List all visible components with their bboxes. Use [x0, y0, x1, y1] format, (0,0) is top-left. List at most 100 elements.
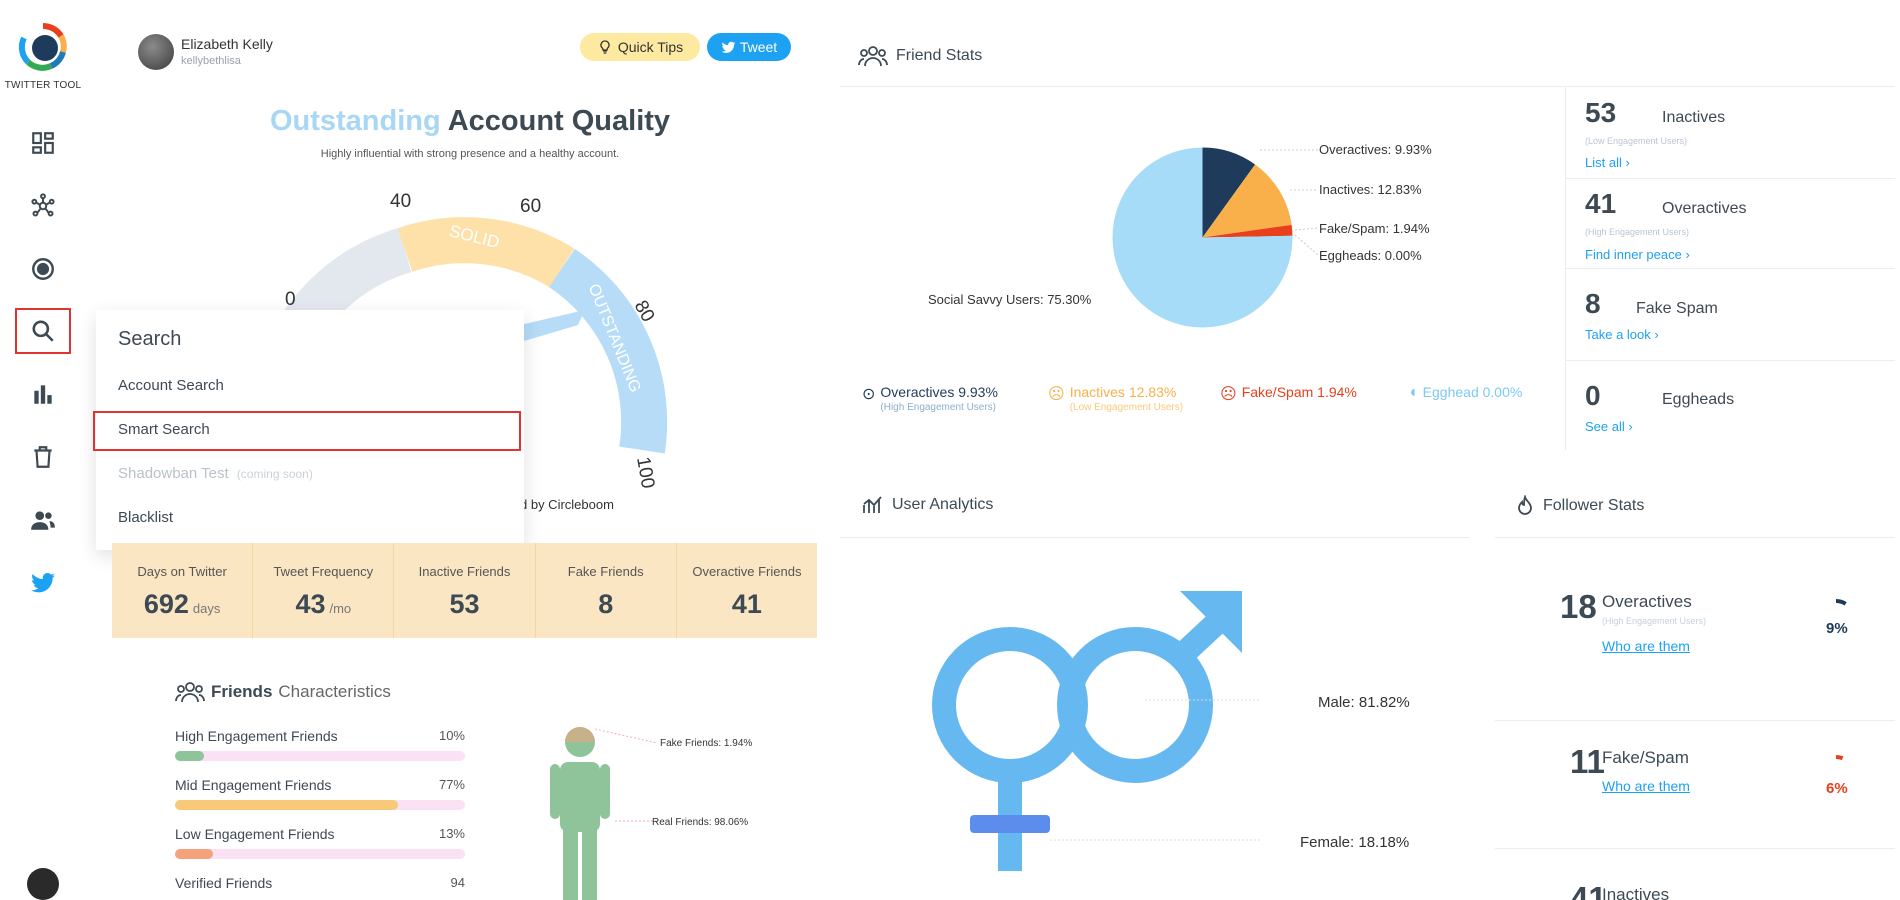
nav-analytics[interactable]: [25, 376, 61, 412]
network-icon: [31, 193, 55, 217]
search-menu-title: Search: [118, 328, 182, 350]
quick-tips-button[interactable]: Quick Tips: [580, 33, 700, 61]
stat-label: Days on Twitter: [137, 564, 227, 579]
person-leader-lines: [595, 728, 658, 822]
lightbulb-icon: ⊙: [862, 386, 876, 403]
user-avatar[interactable]: [138, 34, 174, 70]
stat-label: Fake Friends: [567, 564, 644, 579]
stat-label: Tweet Frequency: [273, 564, 374, 579]
bar-pct: 94: [450, 875, 465, 890]
stat-value: 692 days: [143, 589, 221, 619]
bar-pct: 13%: [438, 826, 465, 841]
gauge-tick-100: 100: [632, 455, 658, 490]
nav-target[interactable]: [25, 251, 61, 287]
quality-title-rest: Account Quality: [447, 105, 671, 137]
gauge-tick-0: 0: [285, 289, 296, 310]
pie-slice-inactives: [1202, 164, 1292, 238]
bar-fill: [175, 849, 213, 859]
quality-subtitle: Highly influential with strong presence …: [320, 148, 620, 160]
gender-chart: [932, 591, 1260, 871]
search-dropdown: Search Account Search Smart Search Shado…: [96, 310, 524, 550]
twitter-bird-icon: [31, 573, 55, 593]
fs-card-num: 53: [1585, 97, 1617, 128]
pie-label-social: Social Savvy Users: 75.30%: [928, 292, 1092, 307]
female-label: Female: 18.18%: [1300, 834, 1410, 851]
menu-smart-search[interactable]: Smart Search: [118, 421, 210, 438]
fs-card-label: Eggheads: [1662, 391, 1735, 408]
nav-network[interactable]: [25, 188, 61, 224]
fo-card-pct: 6%: [1826, 780, 1848, 797]
fo-card-num: 18: [1560, 588, 1597, 625]
user-handle: kellybethlisa: [181, 55, 241, 67]
nav-twitter[interactable]: [25, 565, 61, 601]
menu-blacklist[interactable]: Blacklist: [118, 509, 174, 526]
divider: [1565, 268, 1895, 269]
legend-inactives[interactable]: ☹ Inactives 12.83% (Low Engagement Users): [1048, 384, 1184, 413]
fo-ring-arc: [1816, 599, 1856, 639]
divider: [1565, 178, 1895, 179]
nav-search[interactable]: [25, 313, 61, 349]
quality-title: Outstanding Account Quality: [200, 105, 740, 138]
stat-label: Inactive Friends: [418, 564, 511, 579]
bar-chart-icon: [34, 385, 52, 404]
flame-icon: [1518, 495, 1532, 515]
nav-users[interactable]: [25, 502, 61, 538]
legend-overactives[interactable]: ⊙ Overactives 9.93% (High Engagement User…: [862, 384, 998, 413]
user-analytics-title: User Analytics: [862, 495, 993, 515]
friend-stats-title: Friend Stats: [858, 44, 982, 68]
analytics-icon: [863, 496, 882, 513]
menu-account-search[interactable]: Account Search: [118, 377, 224, 394]
gauge-credit: d by Circleboom: [520, 497, 614, 512]
gauge-tick-40: 40: [390, 191, 411, 212]
friends-characteristics-title: Friends Characteristics: [175, 680, 391, 704]
fo-card-label: Inactives: [1602, 885, 1670, 900]
fo-card-link[interactable]: Who are them: [1602, 778, 1690, 794]
legend-egghead[interactable]: ◖ Egghead 0.00%: [1408, 384, 1523, 401]
fo-card-num: 11: [1570, 743, 1605, 780]
twitter-bird-icon: [721, 41, 736, 53]
pie-slice-social-savvy-users: [1112, 147, 1293, 328]
fs-card-link-list-all[interactable]: List all ›: [1585, 155, 1630, 170]
gauge-band-outstanding: [548, 248, 668, 454]
stat-tweet-frequency: Tweet Frequency 43/mo: [253, 543, 395, 638]
fo-card-label: Fake/Spam: [1602, 748, 1689, 767]
target-icon: [32, 258, 54, 280]
divider: [840, 537, 1470, 538]
nav-delete[interactable]: [25, 439, 61, 475]
pie-label-overactives: Overactives: 9.93%: [1319, 142, 1432, 157]
friends-group-icon: [858, 46, 888, 67]
fs-card-label: Overactives: [1662, 200, 1747, 217]
stat-label: Overactive Friends: [692, 564, 802, 579]
fo-card-link[interactable]: Who are them: [1602, 638, 1690, 654]
sidebar: TWITTER TOOL: [0, 0, 86, 900]
stat-value: 43/mo: [295, 589, 352, 619]
fo-card-num: 41: [1570, 880, 1607, 900]
stat-inactive-friends: Inactive Friends 53: [394, 543, 536, 638]
fs-card-num: 41: [1585, 188, 1617, 219]
tweet-button[interactable]: Tweet: [707, 33, 791, 61]
search-icon: [32, 320, 54, 342]
egg-icon: ◖: [1408, 384, 1418, 401]
fc-title-bold: Friends: [211, 682, 273, 701]
gauge-tick-60: 60: [520, 196, 541, 217]
gauge-tick-20: 20: [330, 204, 351, 225]
profile-avatar[interactable]: [27, 868, 59, 900]
bar-verified: Verified Friends 94: [175, 875, 465, 891]
bar-label: Low Engagement Friends: [175, 826, 335, 842]
app-logo[interactable]: [18, 22, 68, 72]
bar-fill: [175, 800, 399, 810]
users-icon: [31, 511, 55, 530]
fs-card-link-see-all[interactable]: See all ›: [1585, 419, 1633, 434]
fs-card-link-find-inner-peace[interactable]: Find inner peace ›: [1585, 247, 1690, 262]
legend-fake-spam[interactable]: ☹ Fake/Spam 1.94%: [1220, 384, 1357, 403]
fs-card-sub: (High Engagement Users): [1585, 227, 1690, 237]
user-name: Elizabeth Kelly: [181, 36, 273, 52]
fs-card-link-take-a-look[interactable]: Take a look ›: [1585, 327, 1659, 342]
nav-dashboard[interactable]: [25, 125, 61, 161]
menu-shadowban-label: Shadowban Test: [118, 465, 229, 482]
angry-face-icon: ☹: [1220, 386, 1237, 403]
fake-friends-note: Fake Friends: 1.94%: [660, 738, 753, 749]
bar-mid-engagement: Mid Engagement Friends 77%: [175, 777, 465, 810]
bar-track: [175, 751, 465, 761]
trash-icon: [34, 446, 52, 468]
